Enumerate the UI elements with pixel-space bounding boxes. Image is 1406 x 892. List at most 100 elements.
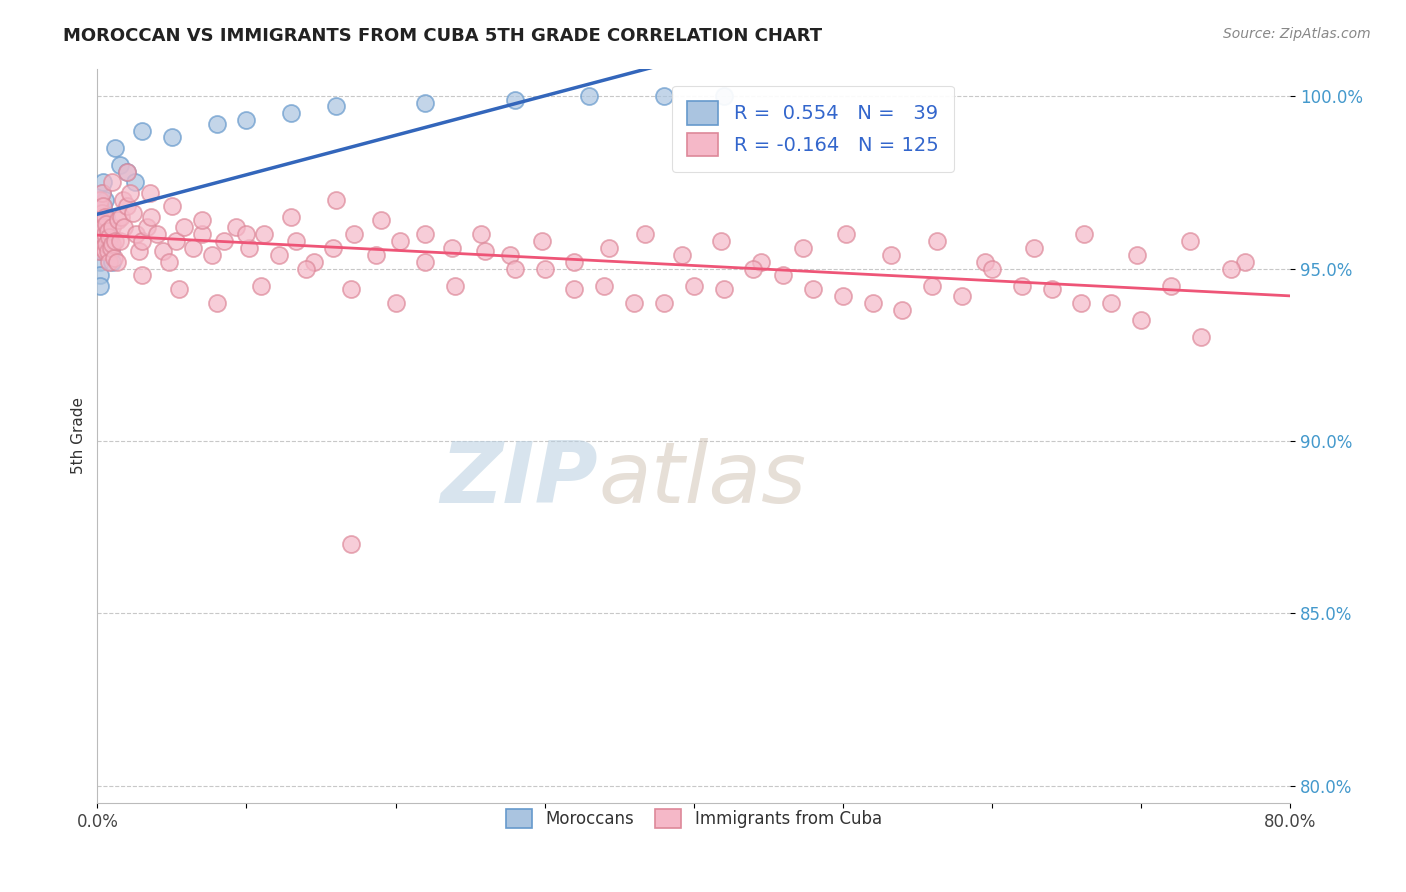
Point: [131, 268, 153, 283]
Point: [921, 278, 943, 293]
Point: [862, 296, 884, 310]
Point: [1130, 313, 1153, 327]
Point: [295, 261, 318, 276]
Point: [96, 237, 118, 252]
Point: [105, 254, 128, 268]
Point: [384, 296, 406, 310]
Point: [205, 117, 228, 131]
Point: [96, 210, 118, 224]
Point: [87, 210, 110, 224]
Point: [343, 227, 366, 241]
Point: [474, 244, 496, 259]
Point: [1234, 254, 1257, 268]
Point: [835, 227, 858, 241]
Point: [325, 99, 347, 113]
Point: [238, 241, 260, 255]
Point: [269, 248, 291, 262]
Point: [128, 244, 150, 259]
Point: [652, 89, 675, 103]
Point: [115, 165, 138, 179]
Point: [103, 251, 125, 265]
Point: [131, 123, 153, 137]
Text: ZIP: ZIP: [440, 438, 599, 521]
Point: [370, 213, 392, 227]
Point: [682, 278, 704, 293]
Point: [89, 268, 111, 283]
Point: [284, 234, 307, 248]
Point: [90, 206, 112, 220]
Point: [366, 248, 388, 262]
Point: [470, 227, 492, 241]
Point: [891, 302, 914, 317]
Point: [131, 234, 153, 248]
Point: [98, 230, 121, 244]
Point: [749, 254, 772, 268]
Point: [322, 241, 344, 255]
Point: [135, 220, 157, 235]
Point: [1160, 278, 1182, 293]
Point: [598, 241, 620, 255]
Point: [100, 241, 122, 255]
Point: [1219, 261, 1241, 276]
Point: [89, 278, 111, 293]
Point: [98, 254, 121, 268]
Point: [152, 244, 174, 259]
Point: [201, 248, 224, 262]
Point: [101, 254, 124, 268]
Point: [1011, 278, 1033, 293]
Point: [253, 227, 276, 241]
Point: [713, 89, 735, 103]
Point: [122, 206, 145, 220]
Point: [713, 282, 735, 296]
Point: [173, 220, 195, 235]
Point: [792, 241, 814, 255]
Point: [94, 210, 117, 224]
Point: [533, 261, 555, 276]
Point: [190, 227, 212, 241]
Point: [90, 206, 112, 220]
Point: [87, 193, 110, 207]
Point: [593, 278, 616, 293]
Point: [340, 282, 363, 296]
Point: [87, 244, 110, 259]
Point: [235, 227, 257, 241]
Point: [89, 220, 111, 235]
Point: [181, 241, 204, 255]
Point: [100, 244, 122, 259]
Point: [1073, 227, 1095, 241]
Point: [89, 210, 111, 224]
Point: [212, 234, 235, 248]
Point: [96, 217, 118, 231]
Point: [146, 227, 169, 241]
Point: [101, 220, 124, 235]
Point: [831, 289, 853, 303]
Point: [97, 223, 120, 237]
Point: [115, 199, 138, 213]
Point: [89, 193, 111, 207]
Point: [101, 237, 124, 252]
Point: [108, 158, 131, 172]
Point: [169, 282, 191, 296]
Point: [165, 234, 187, 248]
Point: [235, 113, 257, 128]
Point: [89, 254, 111, 268]
Point: [950, 289, 973, 303]
Point: [91, 199, 114, 213]
Text: MOROCCAN VS IMMIGRANTS FROM CUBA 5TH GRADE CORRELATION CHART: MOROCCAN VS IMMIGRANTS FROM CUBA 5TH GRA…: [63, 27, 823, 45]
Point: [742, 261, 765, 276]
Point: [91, 241, 114, 255]
Y-axis label: 5th Grade: 5th Grade: [72, 397, 86, 475]
Point: [94, 227, 117, 241]
Point: [280, 106, 302, 120]
Point: [578, 89, 600, 103]
Point: [503, 93, 526, 107]
Point: [205, 296, 228, 310]
Point: [441, 241, 464, 255]
Point: [623, 296, 645, 310]
Point: [1189, 330, 1212, 344]
Point: [97, 244, 120, 259]
Point: [125, 227, 148, 241]
Point: [564, 254, 586, 268]
Point: [91, 175, 114, 189]
Point: [190, 213, 212, 227]
